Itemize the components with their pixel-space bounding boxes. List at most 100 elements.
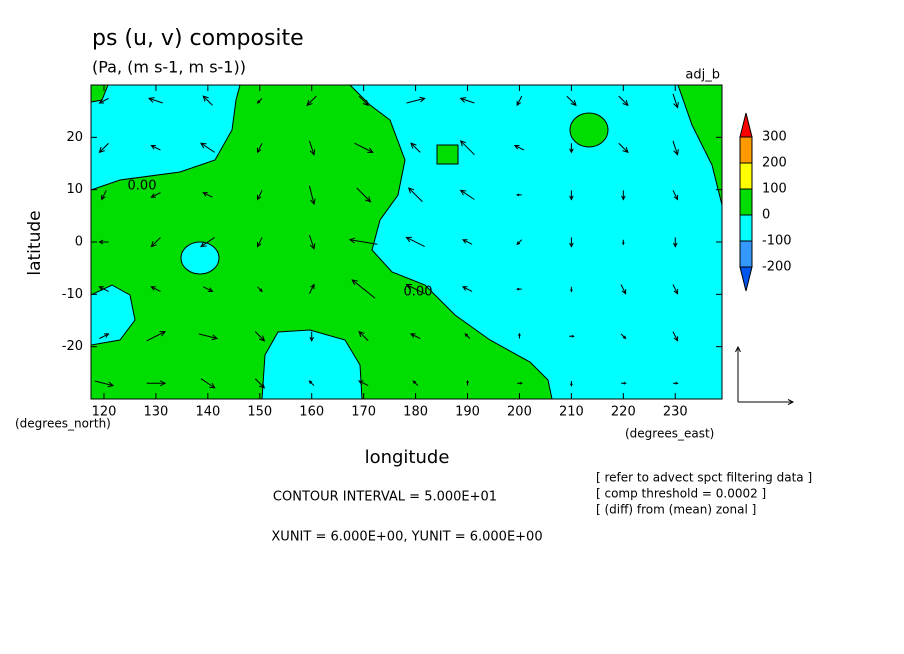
vector <box>621 190 626 201</box>
y-unit-label: (degrees_north) <box>15 417 111 431</box>
x-axis-label: longitude <box>365 447 450 468</box>
x-tick-label: 140 <box>195 405 220 420</box>
contour-label: 0.00 <box>404 285 433 300</box>
vector <box>150 237 161 248</box>
x-tick-label: 180 <box>403 405 428 420</box>
vector <box>254 331 266 342</box>
note: [ comp threshold = 0.0002 ] <box>596 487 766 501</box>
vector <box>309 331 315 342</box>
y-axis-label: latitude <box>25 210 45 275</box>
vector <box>412 380 419 386</box>
vector <box>566 95 577 107</box>
vector <box>202 95 213 106</box>
vector <box>200 378 216 389</box>
vector <box>146 331 167 342</box>
vector <box>466 379 469 386</box>
x-tick-label: 120 <box>92 405 117 420</box>
vector <box>98 97 109 104</box>
colorbar-label: -200 <box>762 260 792 275</box>
reference-vector <box>735 345 741 402</box>
chart-title: ps (u, v) composite <box>92 26 304 51</box>
vector <box>146 380 167 387</box>
vector <box>570 286 573 293</box>
vector <box>407 187 423 203</box>
contour-label: 0.00 <box>128 179 157 194</box>
green-region <box>436 144 459 165</box>
vector <box>308 283 315 294</box>
vector <box>406 96 426 104</box>
vector <box>620 333 627 340</box>
vector <box>94 380 115 388</box>
y-tick-label: 20 <box>66 130 83 145</box>
vector <box>150 192 161 198</box>
vector <box>150 145 161 151</box>
x-tick-label: 200 <box>507 405 532 420</box>
vector <box>516 193 522 197</box>
contour-fills <box>90 84 723 400</box>
vector <box>358 330 369 342</box>
vector <box>405 284 425 295</box>
vector <box>308 380 315 386</box>
note: [ refer to advect spct filtering data ] <box>596 471 812 485</box>
colorbar-label: 0 <box>762 208 770 223</box>
vector <box>569 143 574 154</box>
vector <box>254 378 266 389</box>
vector <box>410 142 421 153</box>
vector <box>461 286 473 292</box>
colorbar-segment <box>739 136 753 164</box>
x-tick-label: 210 <box>559 405 584 420</box>
vector <box>672 381 679 385</box>
vector <box>618 142 629 154</box>
vector <box>308 140 316 156</box>
vector <box>569 237 574 248</box>
vector <box>198 333 219 341</box>
y-tick-label: -10 <box>62 287 83 302</box>
vector <box>569 190 574 201</box>
vector <box>672 190 679 201</box>
unit-text: XUNIT = 6.000E+00, YUNIT = 6.000E+00 <box>271 530 542 545</box>
x-tick-label: 230 <box>663 405 688 420</box>
vector <box>308 234 316 250</box>
green-region <box>90 84 553 400</box>
x-tick-label: 150 <box>247 405 272 420</box>
colorbar-label: 100 <box>762 182 787 197</box>
colorbar-label: -100 <box>762 234 792 249</box>
run-label: adj_b <box>685 68 720 83</box>
vector <box>621 239 625 246</box>
vector <box>348 237 378 245</box>
vector <box>516 287 522 291</box>
green-region <box>569 112 609 148</box>
vector <box>150 286 161 292</box>
vector <box>257 286 263 293</box>
vector <box>621 381 627 385</box>
vector <box>464 333 471 339</box>
vector <box>672 237 678 248</box>
vector <box>513 145 525 151</box>
vector <box>516 239 523 246</box>
colorbar-end <box>739 266 753 292</box>
vector <box>517 381 523 385</box>
x-unit-label: (degrees_east) <box>625 427 714 441</box>
vector <box>256 237 263 248</box>
vector <box>358 95 370 107</box>
x-tick-label: 160 <box>299 405 324 420</box>
vector <box>147 97 163 104</box>
vector <box>202 192 213 198</box>
vector <box>354 142 374 153</box>
vector <box>256 98 263 104</box>
vector <box>200 237 216 248</box>
x-tick-label: 170 <box>351 405 376 420</box>
vector <box>98 286 109 292</box>
y-tick-label: -20 <box>62 339 83 354</box>
vector <box>356 187 372 203</box>
vector <box>203 286 214 292</box>
vector <box>672 284 679 295</box>
reference-vector <box>738 399 795 405</box>
colorbar-segment <box>739 188 753 216</box>
vector <box>410 333 421 339</box>
chart-subtitle: (Pa, (m s-1, m s-1)) <box>92 58 246 77</box>
colorbar-label: 300 <box>762 130 787 145</box>
x-tick-label: 220 <box>611 405 636 420</box>
